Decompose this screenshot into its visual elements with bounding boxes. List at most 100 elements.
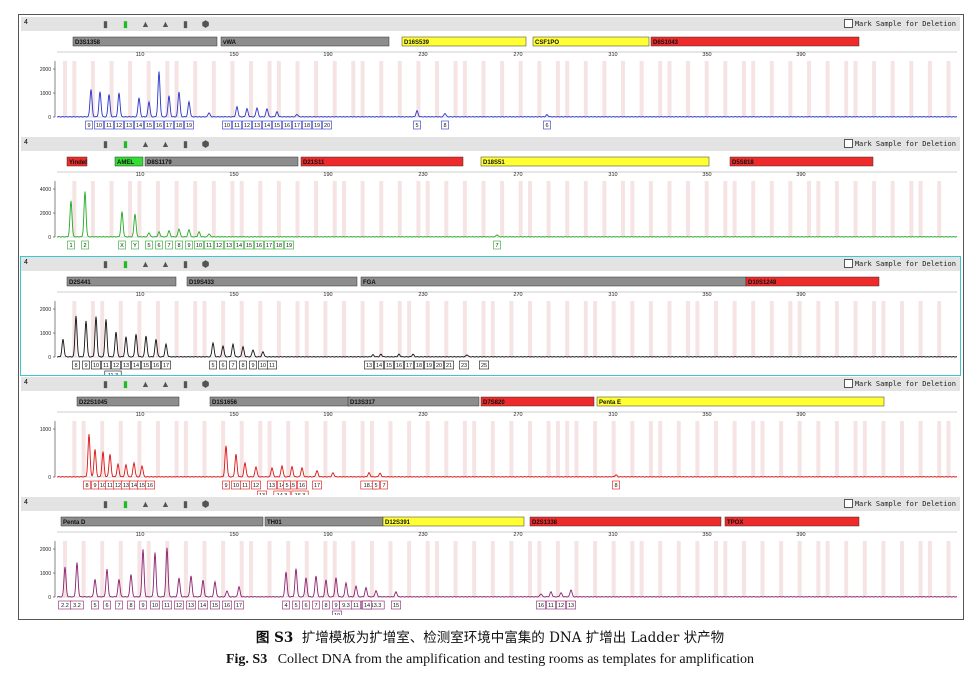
allele-call[interactable]: 10 bbox=[332, 610, 342, 615]
allele-call[interactable]: 17 bbox=[404, 360, 414, 370]
flag-icon[interactable]: ▲ bbox=[161, 379, 170, 389]
sample-panel[interactable]: 4 ▮ ▮ ▲ ▲ ▮ ⬢ Mark Sample for Deletion Yindel AME… bbox=[21, 137, 960, 255]
locus-bar[interactable]: D10S1248 bbox=[745, 276, 880, 287]
allele-call[interactable]: 14.3 bbox=[273, 490, 291, 495]
allele-call[interactable]: 12 bbox=[111, 360, 121, 370]
locus-bar[interactable]: D7S820 bbox=[480, 396, 595, 407]
allele-call[interactable]: 5 bbox=[372, 480, 380, 490]
allele-call[interactable]: 8 bbox=[127, 600, 135, 610]
locus-bar[interactable]: D8S1179 bbox=[144, 156, 299, 167]
allele-call[interactable]: 12 bbox=[556, 600, 566, 610]
locus-bar[interactable]: D2S441 bbox=[66, 276, 177, 287]
allele-call[interactable]: 8 bbox=[441, 120, 449, 130]
allele-call[interactable]: 17 bbox=[292, 120, 302, 130]
flag-icon[interactable]: ▲ bbox=[161, 19, 170, 29]
checkbox-icon[interactable] bbox=[843, 139, 853, 148]
allele-call[interactable]: 16 bbox=[151, 360, 161, 370]
allele-call[interactable]: 6 bbox=[543, 120, 551, 130]
allele-call[interactable]: 10 bbox=[222, 120, 232, 130]
allele-call[interactable]: 23 bbox=[459, 360, 469, 370]
locus-bar[interactable]: CSF1PO bbox=[532, 36, 650, 47]
allele-call[interactable]: 20 bbox=[322, 120, 332, 130]
peak-icon[interactable]: ▲ bbox=[141, 499, 150, 509]
allele-call[interactable]: 16 bbox=[222, 600, 232, 610]
allele-call[interactable]: 10 bbox=[94, 120, 104, 130]
allele-call[interactable]: 16 bbox=[297, 480, 307, 490]
locus-bar[interactable]: D13S317 bbox=[347, 396, 480, 407]
allele-call[interactable]: 7 bbox=[493, 240, 501, 250]
allele-call[interactable]: 25 bbox=[479, 360, 489, 370]
allele-call[interactable]: 12 bbox=[242, 120, 252, 130]
allele-call[interactable]: 14 bbox=[198, 600, 208, 610]
settings-icon[interactable]: ⬢ bbox=[201, 19, 210, 29]
locus-bar[interactable]: D16S539 bbox=[401, 36, 527, 47]
allele-call[interactable]: 14 bbox=[134, 120, 144, 130]
allele-call[interactable]: 11 bbox=[351, 600, 361, 610]
allele-call[interactable]: 15 bbox=[141, 360, 151, 370]
allele-call[interactable]: 11 bbox=[104, 120, 114, 130]
allele-call[interactable]: 21 bbox=[444, 360, 454, 370]
locus-bar[interactable]: D18S51 bbox=[480, 156, 710, 167]
flag-icon[interactable]: ▲ bbox=[161, 499, 170, 509]
allele-call[interactable]: 7 bbox=[380, 480, 388, 490]
allele-call[interactable]: 2 bbox=[81, 240, 89, 250]
allele-call[interactable]: 18 bbox=[274, 240, 284, 250]
allele-call[interactable]: 12 bbox=[214, 240, 224, 250]
allele-call[interactable]: 16 bbox=[394, 360, 404, 370]
allele-call[interactable]: 10 bbox=[91, 360, 101, 370]
peak-icon[interactable]: ▲ bbox=[141, 19, 150, 29]
allele-call[interactable]: 9 bbox=[249, 360, 257, 370]
allele-call[interactable]: 10 bbox=[258, 360, 268, 370]
locus-bar[interactable]: D19S433 bbox=[186, 276, 358, 287]
allele-call[interactable]: 1 bbox=[67, 240, 75, 250]
locus-bar[interactable]: D5S818 bbox=[729, 156, 874, 167]
allele-call[interactable]: 13 bbox=[252, 120, 262, 130]
mark-sample-for-deletion-checkbox[interactable]: Mark Sample for Deletion bbox=[843, 259, 956, 268]
list-icon[interactable]: ▮ bbox=[183, 139, 188, 149]
allele-call[interactable]: 8 bbox=[612, 480, 620, 490]
allele-call[interactable]: 9 bbox=[222, 480, 230, 490]
trash-icon[interactable]: ▮ bbox=[103, 139, 108, 149]
allele-call[interactable]: 19 bbox=[424, 360, 434, 370]
allele-call[interactable]: 16 bbox=[154, 120, 164, 130]
allele-call[interactable]: 7 bbox=[229, 360, 237, 370]
checkbox-icon[interactable] bbox=[843, 19, 853, 28]
allele-call[interactable]: 14 bbox=[234, 240, 244, 250]
settings-icon[interactable]: ⬢ bbox=[201, 379, 210, 389]
allele-call[interactable]: 16 bbox=[145, 480, 155, 490]
allele-call[interactable]: 16 bbox=[536, 600, 546, 610]
allele-call[interactable]: 16 bbox=[282, 120, 292, 130]
allele-call[interactable]: 15 bbox=[272, 120, 282, 130]
locus-bar[interactable]: D2S1338 bbox=[529, 516, 722, 527]
allele-call[interactable]: 8 bbox=[239, 360, 247, 370]
locus-bar[interactable]: Penta D bbox=[60, 516, 264, 527]
allele-call[interactable]: 4 bbox=[282, 600, 290, 610]
allele-call[interactable]: 10 bbox=[231, 480, 241, 490]
trash-icon[interactable]: ▮ bbox=[103, 499, 108, 509]
green-dye-icon[interactable]: ▮ bbox=[123, 499, 128, 509]
allele-call[interactable]: 9 bbox=[91, 480, 99, 490]
mark-sample-for-deletion-checkbox[interactable]: Mark Sample for Deletion bbox=[843, 139, 956, 148]
settings-icon[interactable]: ⬢ bbox=[201, 139, 210, 149]
allele-call[interactable]: 9 bbox=[139, 600, 147, 610]
allele-call[interactable]: 3.2 bbox=[70, 600, 84, 610]
allele-call[interactable]: 6 bbox=[302, 600, 310, 610]
allele-call[interactable]: 19 bbox=[184, 120, 194, 130]
allele-call[interactable]: 11 bbox=[204, 240, 214, 250]
allele-call[interactable]: 11 bbox=[240, 480, 250, 490]
flag-icon[interactable]: ▲ bbox=[161, 259, 170, 269]
checkbox-icon[interactable] bbox=[843, 499, 853, 508]
allele-call[interactable]: 17 bbox=[164, 120, 174, 130]
checkbox-icon[interactable] bbox=[843, 259, 853, 268]
allele-call[interactable]: 12 bbox=[114, 120, 124, 130]
sample-panel[interactable]: 4 ▮ ▮ ▲ ▲ ▮ ⬢ Mark Sample for Deletion D2S441 D19… bbox=[20, 256, 961, 376]
allele-call[interactable]: 17 bbox=[312, 480, 322, 490]
locus-bar[interactable]: D22S1045 bbox=[76, 396, 180, 407]
allele-call[interactable]: 19 bbox=[284, 240, 294, 250]
allele-call[interactable]: X bbox=[118, 240, 126, 250]
allele-call[interactable]: 9 bbox=[82, 360, 90, 370]
allele-call[interactable]: 9.3 bbox=[339, 600, 353, 610]
allele-call[interactable]: 6 bbox=[219, 360, 227, 370]
green-dye-icon[interactable]: ▮ bbox=[123, 259, 128, 269]
locus-bar[interactable]: D12S391 bbox=[382, 516, 525, 527]
